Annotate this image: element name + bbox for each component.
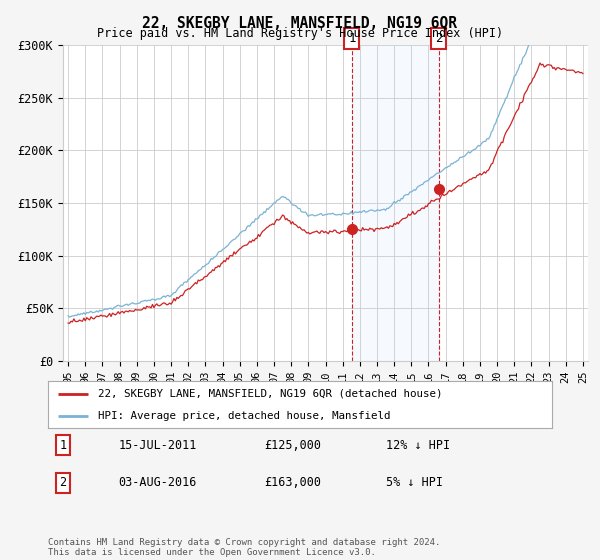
Text: Price paid vs. HM Land Registry's House Price Index (HPI): Price paid vs. HM Land Registry's House … <box>97 27 503 40</box>
Text: Contains HM Land Registry data © Crown copyright and database right 2024.
This d: Contains HM Land Registry data © Crown c… <box>48 538 440 557</box>
Text: 1: 1 <box>59 438 67 451</box>
Text: 1: 1 <box>348 32 356 45</box>
Text: 2: 2 <box>435 32 442 45</box>
Text: 15-JUL-2011: 15-JUL-2011 <box>119 438 197 451</box>
Text: 22, SKEGBY LANE, MANSFIELD, NG19 6QR (detached house): 22, SKEGBY LANE, MANSFIELD, NG19 6QR (de… <box>98 389 443 399</box>
Bar <box>352 45 439 361</box>
Text: £125,000: £125,000 <box>265 438 322 451</box>
Text: £163,000: £163,000 <box>265 477 322 489</box>
Text: 5% ↓ HPI: 5% ↓ HPI <box>386 477 443 489</box>
Text: 03-AUG-2016: 03-AUG-2016 <box>119 477 197 489</box>
Text: HPI: Average price, detached house, Mansfield: HPI: Average price, detached house, Mans… <box>98 410 391 421</box>
Text: 22, SKEGBY LANE, MANSFIELD, NG19 6QR: 22, SKEGBY LANE, MANSFIELD, NG19 6QR <box>143 16 458 31</box>
Text: 12% ↓ HPI: 12% ↓ HPI <box>386 438 450 451</box>
Text: 2: 2 <box>59 477 67 489</box>
